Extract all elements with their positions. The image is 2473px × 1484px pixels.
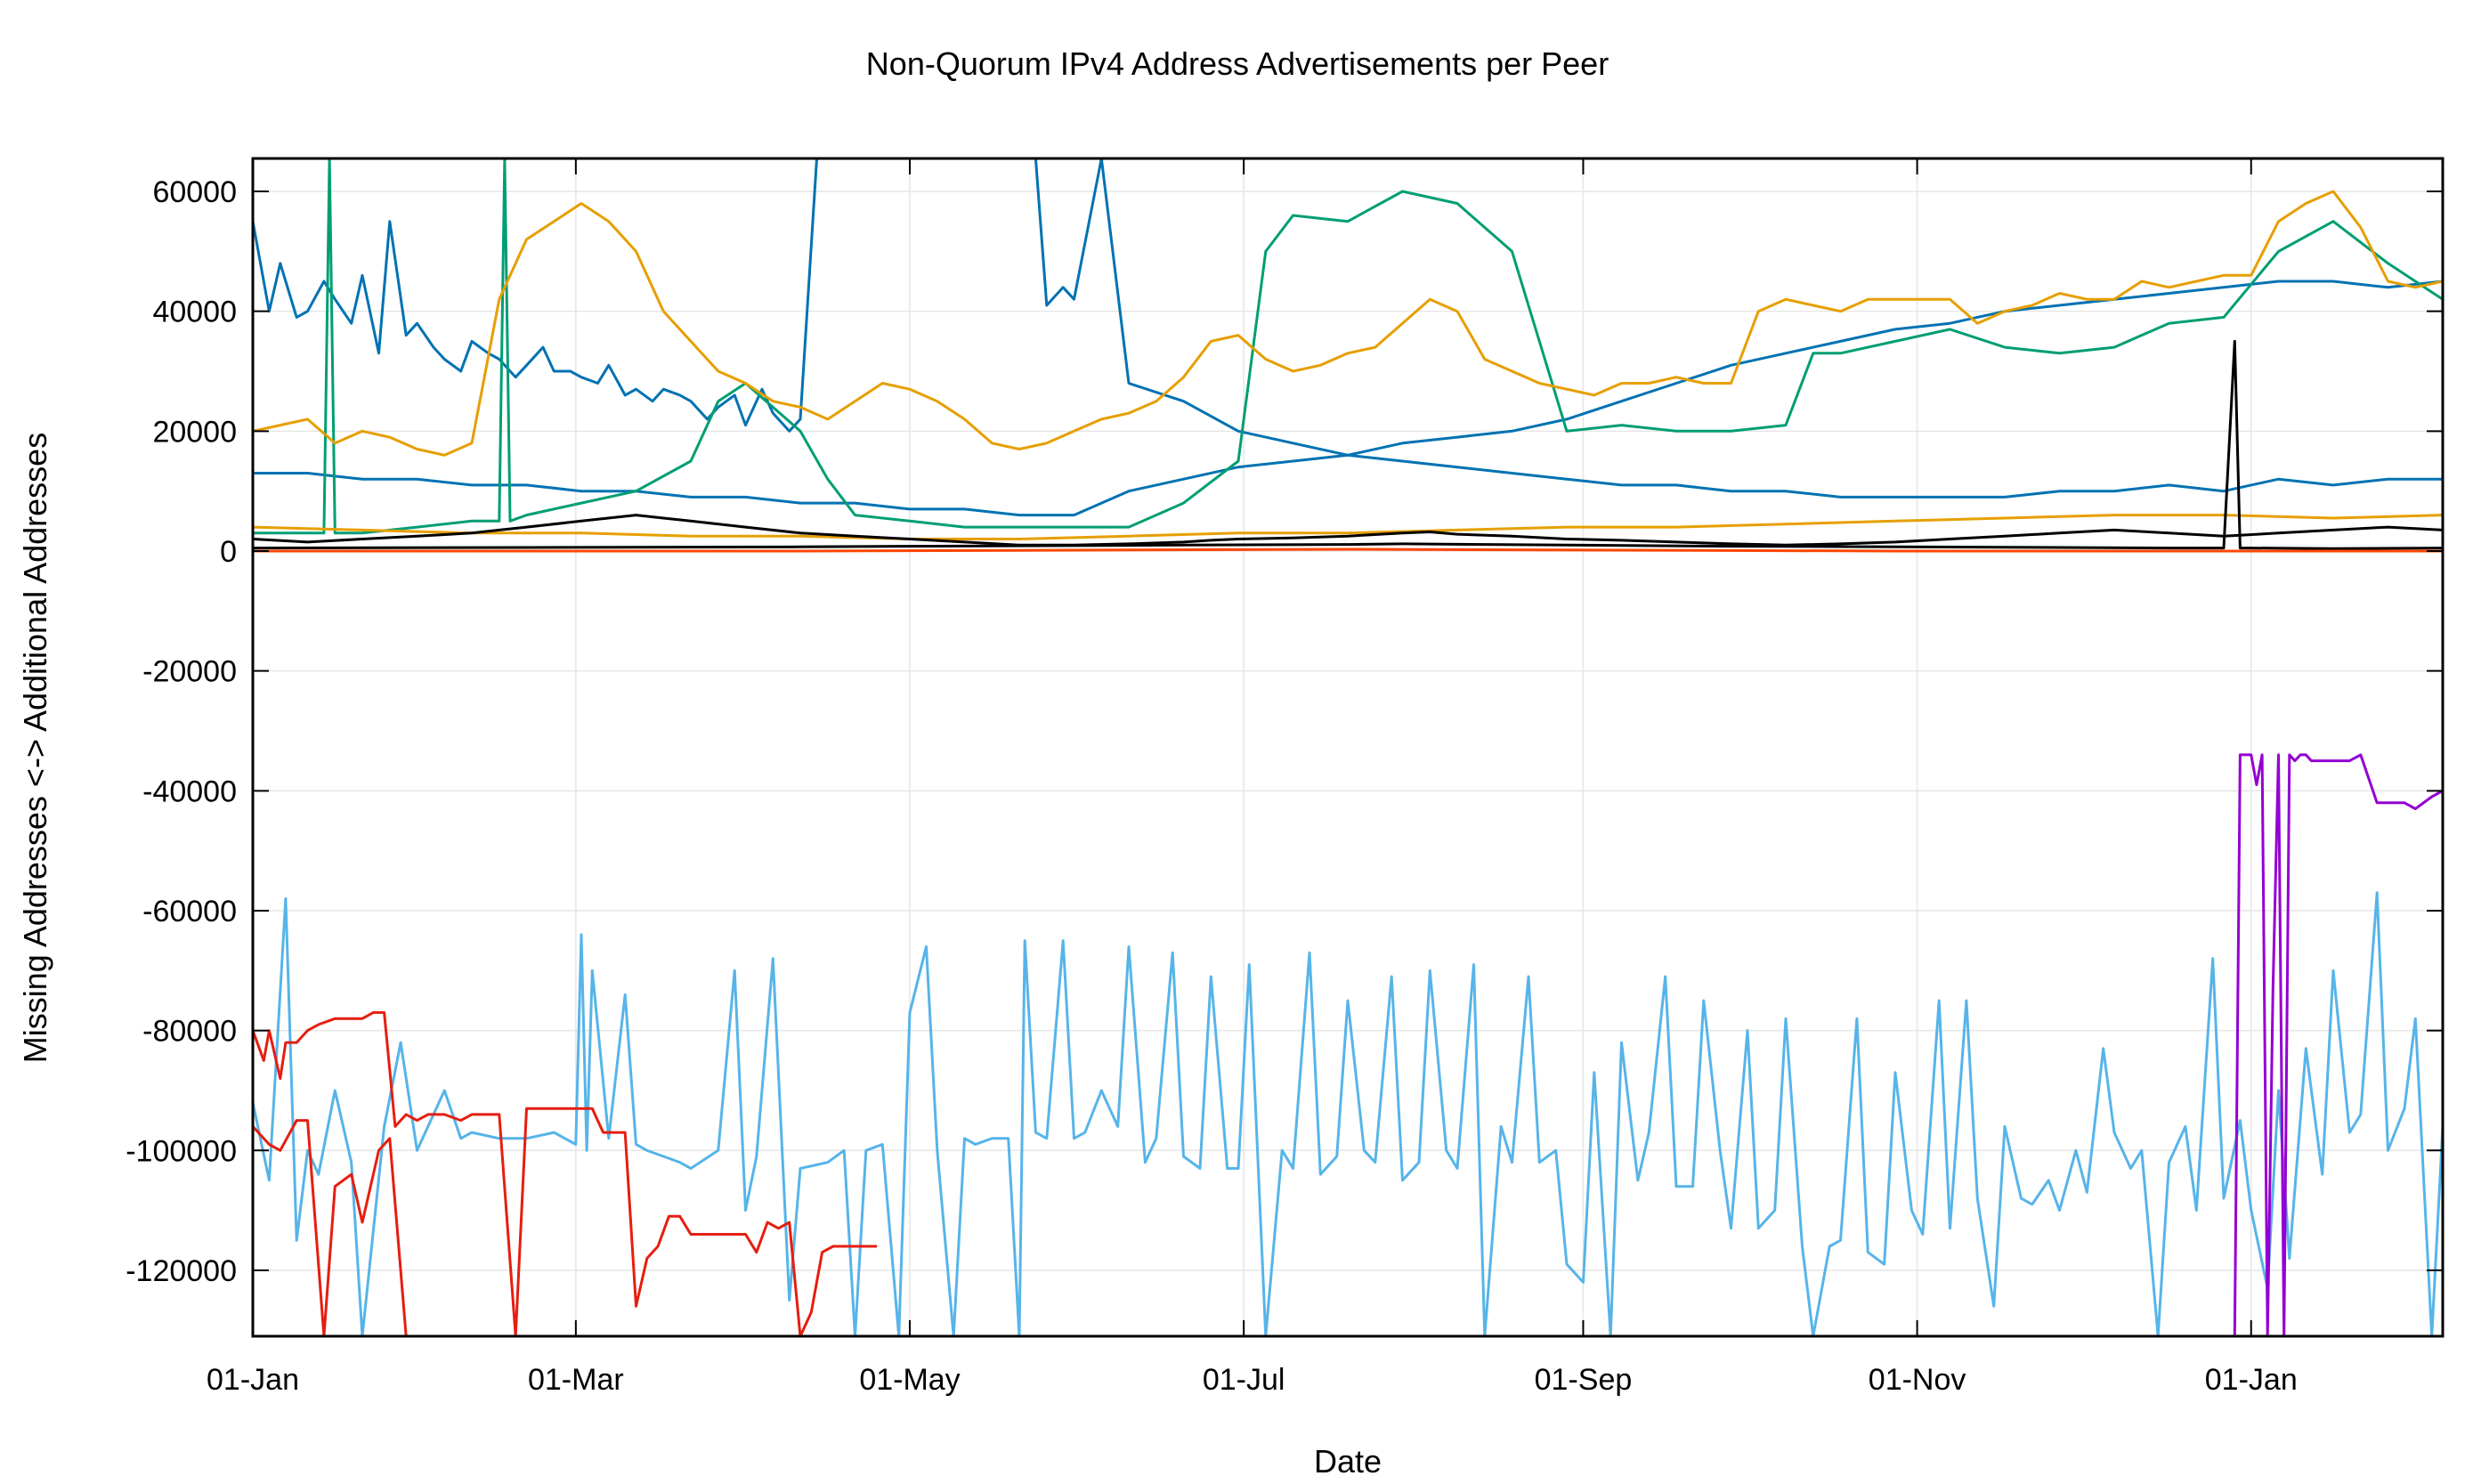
x-axis-title: Date: [1314, 1443, 1382, 1480]
series-line-peer-vermillion-baseline: [253, 547, 2443, 553]
y-tick-label: -60000: [142, 895, 237, 929]
chart-title: Non-Quorum IPv4 Address Advertisements p…: [866, 45, 1609, 82]
y-tick-label: -80000: [142, 1015, 237, 1049]
x-axis: 01-Jan 01-Mar 01-May 01-Jul 01-Sep 01-Nov 01-J…: [207, 158, 2298, 1397]
y-tick-label: -40000: [142, 774, 237, 808]
x-tick-label: 01-May: [859, 1363, 960, 1397]
series-line-peer-black-2: [252, 339, 2444, 550]
series-line-peer-orange: [252, 190, 2444, 457]
x-tick-label: 01-Jan: [2205, 1363, 2298, 1397]
plot-frame: [251, 157, 2445, 1338]
y-tick-label: 20000: [152, 415, 237, 449]
y-tick-label: -100000: [126, 1134, 237, 1168]
x-tick-label: 01-Mar: [528, 1363, 624, 1397]
grid: [252, 158, 2443, 1336]
series-line-peer-sky-blue: [251, 891, 2445, 1338]
series-line-peer-orange-2: [252, 514, 2444, 540]
y-tick-label: -120000: [126, 1254, 237, 1288]
series-line-peer-purple: [2233, 753, 2444, 1338]
series-layer: [251, 157, 2445, 1338]
series-line-peer-blue-2: [253, 280, 2444, 517]
y-axis: 60000 40000 20000 0 -20000 -40000 -60000 -80000…: [126, 175, 2443, 1288]
x-tick-label: 01-Sep: [1535, 1363, 1633, 1397]
series-line-peer-red-2: [251, 1119, 408, 1338]
x-tick-label: 01-Jul: [1203, 1363, 1285, 1397]
y-tick-label: 60000: [152, 175, 237, 209]
y-axis-title: Missing Addresses <-> Additional Address…: [17, 433, 53, 1063]
y-tick-label: -20000: [142, 655, 237, 689]
series-line-peer-blue: [251, 157, 2443, 499]
y-tick-label: 40000: [152, 296, 237, 329]
x-tick-label: 01-Nov: [1869, 1363, 1966, 1397]
series-line-peer-black: [252, 514, 2444, 547]
x-tick-label: 01-Jan: [207, 1363, 299, 1397]
series-line-peer-red: [251, 1010, 878, 1338]
series-line-peer-green: [253, 157, 2444, 535]
y-tick-label: 0: [220, 535, 237, 569]
